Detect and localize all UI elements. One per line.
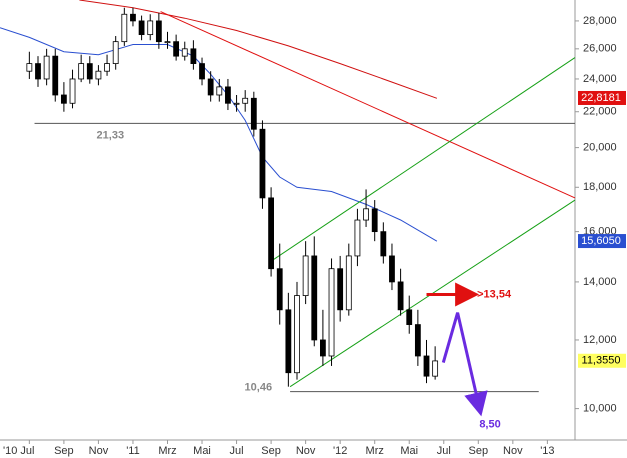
candle-body xyxy=(155,20,162,43)
candle-body xyxy=(389,255,395,283)
candle-body xyxy=(397,281,404,311)
candle-body xyxy=(86,63,93,80)
x-tick-label: Mrz xyxy=(366,445,384,457)
candle-body xyxy=(242,97,249,104)
y-tick-label: 26,000 xyxy=(583,43,617,55)
x-tick-label: Jul xyxy=(230,445,244,457)
x-tick-label: '12 xyxy=(333,445,347,457)
x-tick-label: Jul xyxy=(437,445,451,457)
candle-body xyxy=(432,360,439,377)
candle-body xyxy=(380,231,387,257)
forecast-label: 8,50 xyxy=(479,418,500,430)
trend-line xyxy=(269,57,576,263)
candle-body xyxy=(302,255,309,297)
candle-body xyxy=(121,13,128,43)
x-tick-label: Mai xyxy=(400,445,418,457)
price-tag xyxy=(578,90,626,105)
candle-body xyxy=(190,48,197,64)
candle-body xyxy=(285,309,292,374)
candle-body xyxy=(95,70,102,80)
candle-body xyxy=(371,208,378,233)
candle-body xyxy=(112,41,119,64)
x-tick-label: Sep xyxy=(261,445,281,457)
candle-body xyxy=(138,20,145,36)
candle-body xyxy=(276,268,283,311)
candle-body xyxy=(406,309,413,325)
x-tick-label: Nov xyxy=(89,445,109,457)
candle-body xyxy=(216,86,223,96)
candle-body xyxy=(250,97,257,130)
x-tick-label: Mrz xyxy=(158,445,176,457)
candle-body xyxy=(164,41,171,44)
candle-body xyxy=(414,324,421,357)
forecast-arrow xyxy=(441,312,488,417)
candle-body xyxy=(147,20,154,36)
price-tag-label: 11,3550 xyxy=(582,355,621,367)
candle-body xyxy=(69,78,76,104)
price-tag xyxy=(578,353,626,368)
x-tick-label: Sep xyxy=(469,445,489,457)
trend-line xyxy=(79,0,438,99)
y-tick-label: 24,000 xyxy=(583,73,617,85)
y-tick-label: 14,000 xyxy=(583,276,617,288)
candle-body xyxy=(35,63,41,80)
candle-body xyxy=(207,78,214,96)
candle-body xyxy=(52,55,59,96)
candle-body xyxy=(173,41,180,57)
y-tick-label: 18,000 xyxy=(583,181,617,193)
candle-body xyxy=(181,48,188,57)
candle-body xyxy=(423,355,430,377)
x-tick-label: '10 Jul xyxy=(3,445,34,457)
candle-body xyxy=(354,219,361,257)
candle-body xyxy=(319,339,326,357)
y-tick-label: 20,000 xyxy=(583,142,617,154)
candle-body xyxy=(104,63,110,72)
candle-body xyxy=(268,197,274,270)
candle-body xyxy=(78,63,85,80)
trend-line xyxy=(160,11,576,199)
level-label: 10,46 xyxy=(245,382,273,394)
x-tick-label: Mai xyxy=(193,445,211,457)
candle-body xyxy=(130,13,136,22)
candle-body xyxy=(294,295,300,374)
x-tick-label: Nov xyxy=(296,445,316,457)
x-tick-label: '11 xyxy=(126,445,140,457)
candle-body xyxy=(43,55,50,80)
candle-body xyxy=(311,255,318,341)
price-tag xyxy=(578,234,626,249)
y-tick-label: 10,000 xyxy=(583,403,617,415)
y-tick-label: 28,000 xyxy=(583,15,617,27)
x-tick-label: Nov xyxy=(503,445,523,457)
candle-body xyxy=(328,268,335,357)
x-tick-label: '13 xyxy=(540,445,554,457)
candle-body xyxy=(225,86,231,104)
candle-body xyxy=(26,63,33,72)
candle-body xyxy=(60,94,67,104)
price-tag-label: 15,6050 xyxy=(581,235,621,247)
candle-body xyxy=(199,63,205,80)
y-tick-label: 12,000 xyxy=(583,334,617,346)
candle-body xyxy=(345,255,352,311)
candle-body xyxy=(259,128,266,199)
resistance-label: >13,54 xyxy=(477,288,512,300)
x-tick-label: Sep xyxy=(54,445,74,457)
price-tag-label: 22,8181 xyxy=(581,92,621,104)
level-label: 21,33 xyxy=(97,129,125,141)
candle-body xyxy=(337,268,344,311)
candle-body xyxy=(233,102,240,105)
candle-body xyxy=(363,208,369,221)
y-tick-label: 22,000 xyxy=(583,106,617,118)
